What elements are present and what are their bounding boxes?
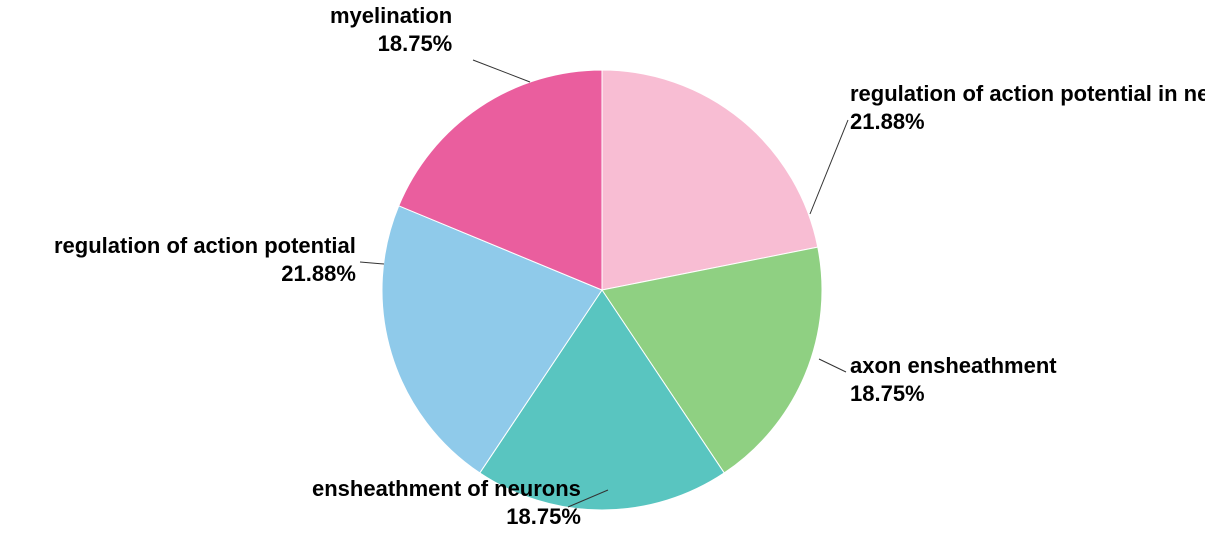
slice-label-text: regulation of action potential in neuron [850, 80, 1205, 108]
slice-label: myelination18.75% [330, 2, 452, 57]
slice-label: regulation of action potential21.88% [54, 232, 356, 287]
pie-chart-container: regulation of action potential in neuron… [0, 0, 1205, 549]
slice-label-text: axon ensheathment [850, 352, 1057, 380]
leader-line [360, 262, 384, 264]
slice-label-percent: 18.75% [850, 380, 1057, 408]
leader-line [473, 60, 530, 82]
slice-label-percent: 21.88% [54, 260, 356, 288]
slice-label: ensheathment of neurons18.75% [312, 475, 581, 530]
slice-label-text: ensheathment of neurons [312, 475, 581, 503]
slice-label-text: regulation of action potential [54, 232, 356, 260]
slice-label-percent: 18.75% [312, 503, 581, 531]
slice-label-percent: 18.75% [330, 30, 452, 58]
slice-label-percent: 21.88% [850, 108, 1205, 136]
slice-label-text: myelination [330, 2, 452, 30]
leader-line [810, 120, 848, 214]
slice-label: axon ensheathment18.75% [850, 352, 1057, 407]
slice-label: regulation of action potential in neuron… [850, 80, 1205, 135]
leader-line [819, 359, 846, 372]
